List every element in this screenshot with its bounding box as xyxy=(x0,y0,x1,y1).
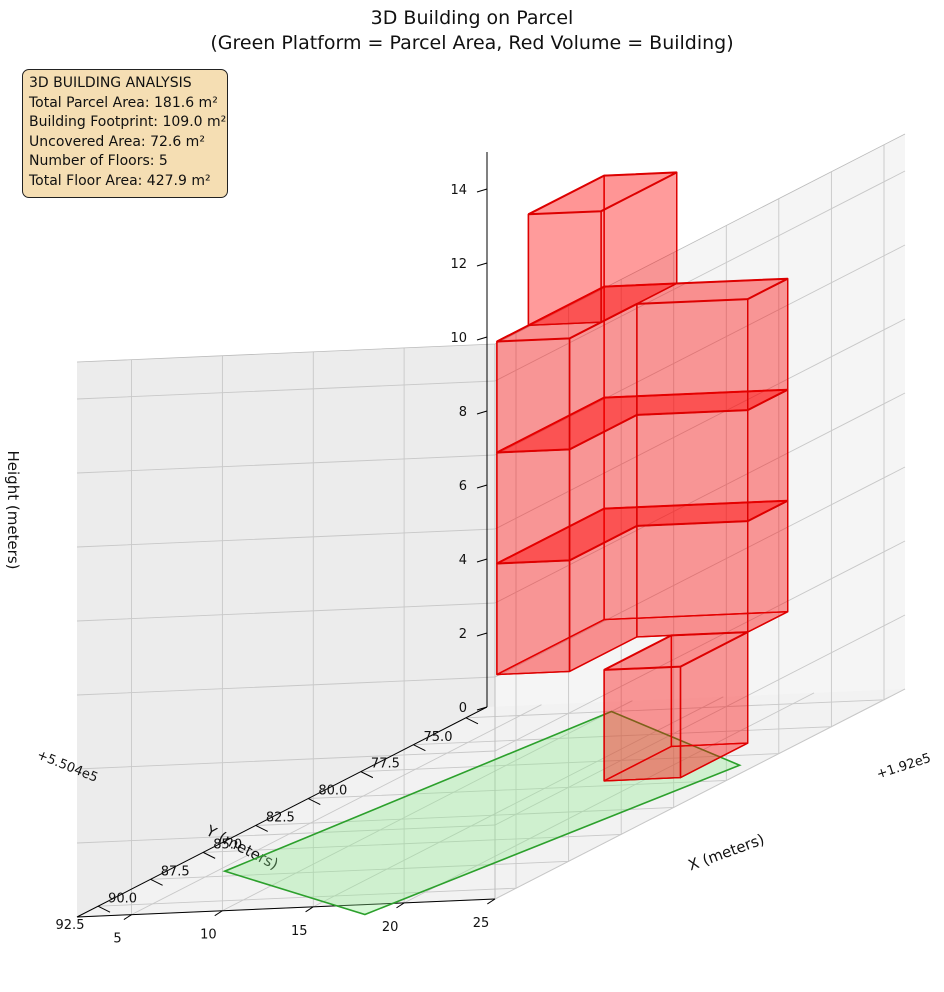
z-tick-label: 10 xyxy=(450,331,467,346)
x-tick xyxy=(214,910,223,917)
x-tick-label: 15 xyxy=(291,924,308,939)
x-tick-label: 10 xyxy=(200,928,217,943)
y-tick-label: 90.0 xyxy=(108,891,137,906)
x-axis-label: X (meters) xyxy=(686,830,767,874)
z-tick-label: 14 xyxy=(450,183,467,198)
x-tick xyxy=(123,914,132,921)
info-line: Building Footprint: 109.0 m² xyxy=(29,114,227,130)
z-tick-label: 6 xyxy=(459,479,467,494)
y-tick-label: 85.0 xyxy=(213,838,242,853)
y-tick xyxy=(255,825,268,832)
building-wall xyxy=(636,520,749,638)
y-tick-label: 87.5 xyxy=(161,864,190,879)
y-tick-label: 77.5 xyxy=(371,757,400,772)
z-tick xyxy=(476,484,488,489)
chart-title: 3D Building on Parcel xyxy=(370,7,574,29)
chart-subtitle: (Green Platform = Parcel Area, Red Volum… xyxy=(210,32,734,54)
x-tick xyxy=(396,902,405,909)
z-tick xyxy=(476,632,488,637)
y-tick xyxy=(413,744,426,752)
pane-floor xyxy=(77,689,905,917)
building-wall xyxy=(636,409,749,527)
x-tick-label: 25 xyxy=(473,916,490,931)
y-tick xyxy=(308,798,321,805)
x-offset-label: +1.92e5 xyxy=(875,751,933,783)
building-floor-top xyxy=(527,171,678,216)
building-wall xyxy=(636,298,749,416)
z-tick xyxy=(476,336,488,341)
z-axis-label: Height (meters) xyxy=(4,451,22,570)
z-tick xyxy=(476,262,488,267)
info-line: Number of Floors: 5 xyxy=(29,153,168,169)
y-tick-label: 82.5 xyxy=(266,811,295,826)
y-tick-label: 80.0 xyxy=(318,784,347,799)
z-tick-label: 8 xyxy=(459,405,467,420)
parcel-platform xyxy=(222,710,742,916)
building-wall xyxy=(747,389,789,522)
building-wall xyxy=(747,278,789,411)
y-tick xyxy=(97,905,111,913)
info-line: Total Floor Area: 427.9 m² xyxy=(29,172,211,189)
z-tick-label: 2 xyxy=(459,627,467,642)
y-tick xyxy=(360,771,374,779)
y-tick-label: 92.5 xyxy=(56,918,85,933)
x-tick-label: 20 xyxy=(382,920,399,935)
info-line: 3D BUILDING ANALYSIS xyxy=(29,75,192,91)
z-tick-label: 12 xyxy=(450,257,467,272)
building-wall xyxy=(496,559,571,676)
building-wall xyxy=(747,500,789,633)
building-wall xyxy=(603,665,682,782)
y-tick xyxy=(465,717,479,725)
z-tick xyxy=(476,188,488,193)
z-tick xyxy=(476,410,488,415)
building-wall xyxy=(496,448,571,565)
x-tick-label: 5 xyxy=(113,932,121,947)
info-line: Uncovered Area: 72.6 m² xyxy=(29,133,205,150)
z-tick xyxy=(476,706,488,711)
z-tick xyxy=(476,558,488,563)
building-wall xyxy=(496,337,571,454)
info-line: Total Parcel Area: 181.6 m² xyxy=(29,94,218,111)
y-axis-line xyxy=(76,706,488,918)
x-axis-line xyxy=(76,898,496,918)
y-tick xyxy=(150,878,163,886)
y-tick xyxy=(202,851,216,859)
y-tick-label: 75.0 xyxy=(424,730,453,745)
z-tick-label: 4 xyxy=(459,553,467,568)
info-box: 3D BUILDING ANALYSIS Total Parcel Area: … xyxy=(22,69,228,198)
x-tick xyxy=(487,898,496,905)
building-wall xyxy=(527,210,602,326)
x-tick xyxy=(305,906,314,913)
z-tick-label: 0 xyxy=(459,701,467,716)
